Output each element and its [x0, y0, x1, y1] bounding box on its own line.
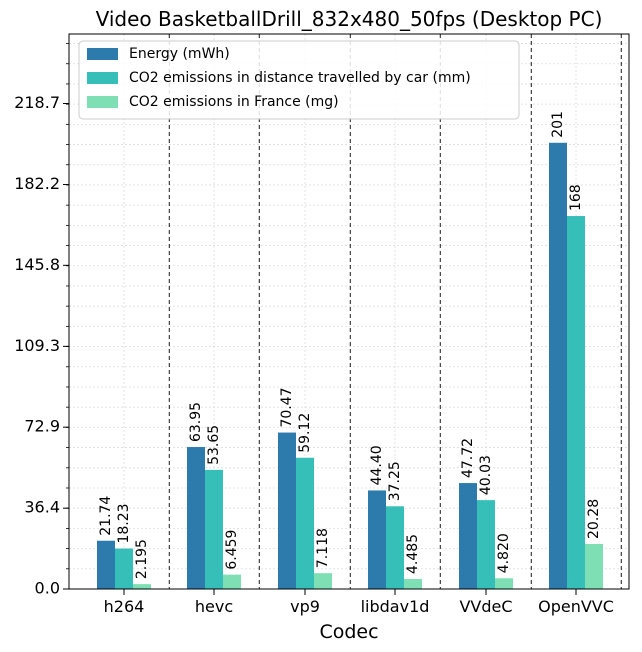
y-tick-label: 145.8	[14, 255, 60, 274]
bar-value-label: 7.118	[315, 528, 331, 568]
bars	[97, 142, 603, 590]
x-tick-label: OpenVVC	[538, 597, 614, 616]
y-tick-label: 0.0	[35, 579, 60, 598]
legend-label: Energy (mWh)	[129, 46, 230, 62]
x-tick-label: hevc	[195, 597, 233, 616]
bar-value-label: 44.40	[369, 445, 385, 485]
bar-value-label: 2.195	[134, 539, 150, 579]
bar	[205, 469, 223, 589]
grid-layer	[69, 34, 629, 590]
bar	[296, 457, 314, 589]
bar-value-label: 63.95	[188, 402, 204, 442]
chart-title: Video BasketballDrill_832x480_50fps (Des…	[96, 7, 603, 31]
bar-value-label: 18.23	[116, 503, 132, 543]
bar	[585, 543, 603, 589]
legend: Energy (mWh) CO2 emissions in distance tr…	[78, 40, 520, 120]
bar-value-label: 40.03	[478, 455, 494, 495]
bar-value-label: 21.74	[98, 496, 114, 536]
bar-value-label: 70.47	[279, 387, 295, 427]
bar-value-label: 4.485	[405, 534, 421, 574]
legend-swatch	[87, 48, 118, 60]
x-tick-label: libdav1d	[361, 597, 430, 616]
bar	[477, 500, 495, 589]
group-separators	[168, 34, 622, 589]
y-axis-ticks: 0.0 36.4 72.9 109.3 145.8 182.2 218.7	[14, 43, 69, 598]
legend-box	[78, 40, 520, 120]
bar-value-label: 20.28	[586, 499, 602, 539]
bar-value-label: 168	[568, 184, 584, 211]
x-tick-label: VVdeC	[459, 597, 512, 616]
x-axis-label: Codec	[319, 621, 378, 643]
plot-frame	[68, 33, 630, 590]
legend-label: CO2 emissions in France (mg)	[129, 94, 339, 110]
legend-swatch	[87, 96, 118, 108]
data-labels: 21.74 63.95 70.47 44.40 47.72 201 18.23 53.65 59…	[98, 111, 602, 579]
legend-swatch	[87, 72, 118, 84]
bar	[187, 447, 205, 589]
bar	[314, 573, 332, 589]
bar	[278, 432, 296, 589]
bar	[386, 506, 404, 589]
x-tick-label: vp9	[290, 597, 320, 616]
bar-value-label: 59.12	[297, 413, 313, 453]
bar-value-label: 201	[550, 111, 566, 138]
bar	[549, 142, 567, 589]
bar	[223, 574, 241, 589]
bar	[368, 490, 386, 589]
y-tick-label: 72.9	[24, 417, 60, 436]
bar	[567, 216, 585, 590]
y-tick-label: 218.7	[14, 93, 60, 112]
bar	[115, 548, 133, 589]
bar-value-label: 6.459	[224, 530, 240, 570]
legend-label: CO2 emissions in distance travelled by c…	[129, 70, 471, 86]
bar	[404, 579, 422, 589]
bar	[459, 483, 477, 589]
bar-value-label: 37.25	[387, 461, 403, 501]
bar	[495, 578, 513, 589]
x-tick-label: h264	[104, 597, 145, 616]
bar-value-label: 4.820	[496, 533, 512, 573]
x-axis-ticks: h264 hevc vp9 libdav1d VVdeC OpenVVC	[104, 589, 614, 616]
bar	[133, 584, 151, 589]
bar-value-label: 47.72	[460, 438, 476, 478]
bar-value-label: 53.65	[206, 425, 222, 465]
bar	[97, 540, 115, 589]
y-tick-label: 109.3	[14, 336, 60, 355]
y-tick-label: 182.2	[14, 174, 60, 193]
y-tick-label: 36.4	[24, 498, 60, 517]
